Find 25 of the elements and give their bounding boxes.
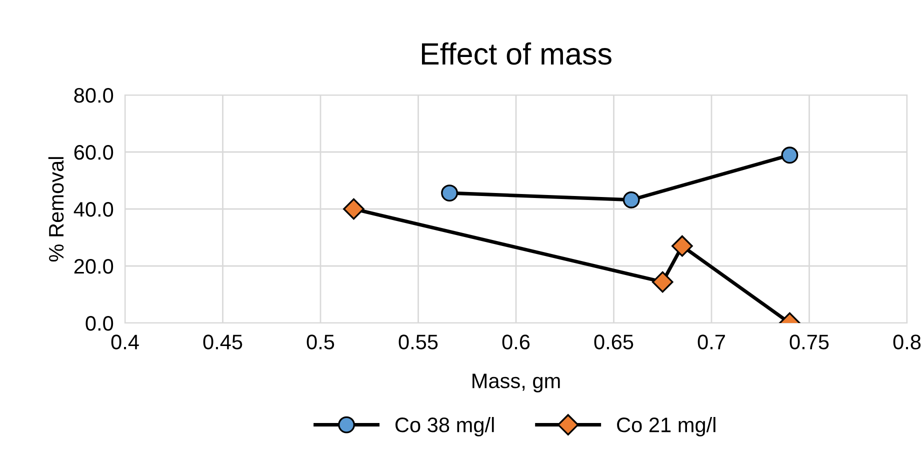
x-tick-label: 0.6 <box>502 334 530 350</box>
point <box>343 198 364 220</box>
y-axis-title: % Removal <box>48 157 64 262</box>
x-tick-label: 0.75 <box>790 334 829 350</box>
point <box>622 191 640 208</box>
point <box>672 235 693 257</box>
y-tick-label: 40.0 <box>74 202 114 217</box>
x-tick-label: 0.55 <box>398 334 438 350</box>
point <box>441 184 458 202</box>
point <box>781 146 798 164</box>
legend-label: Co 38 mg/l <box>395 416 494 436</box>
x-tick-label: 0.8 <box>893 334 921 350</box>
x-axis-title: Mass, gm <box>472 374 560 392</box>
x-tick-label: 0.5 <box>306 334 334 350</box>
x-tick-label: 0.7 <box>698 334 725 350</box>
point <box>652 271 674 293</box>
x-tick-label: 0.45 <box>203 334 242 350</box>
y-tick-label: 60.0 <box>74 145 114 160</box>
chart-title: Effect of mass <box>422 42 612 65</box>
y-tick-label: 0.0 <box>86 316 114 331</box>
x-tick-label: 0.65 <box>594 334 634 350</box>
y-tick-label: 80.0 <box>74 88 114 103</box>
x-tick-label: 0.4 <box>111 334 139 350</box>
legend-label: Co 21 mg/l <box>617 416 716 436</box>
y-tick-label: 20.0 <box>74 259 114 274</box>
